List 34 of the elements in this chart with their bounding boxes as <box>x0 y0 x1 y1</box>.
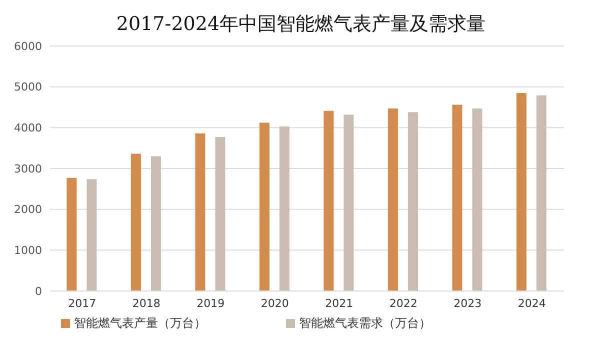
y-tick-label: 3000 <box>14 162 42 176</box>
y-tick-label: 6000 <box>14 40 42 53</box>
bar <box>344 114 354 291</box>
y-tick-label: 1000 <box>14 244 42 258</box>
bar <box>150 156 161 291</box>
x-tick-label: 2023 <box>454 296 482 310</box>
chart-title: 2017-2024年中国智能燃气表产量及需求量 <box>115 12 487 37</box>
y-tick-label: 0 <box>35 284 42 298</box>
bar <box>324 110 334 291</box>
y-tick-label: 4000 <box>14 122 42 135</box>
bar <box>408 112 418 291</box>
y-tick-label: 2000 <box>14 203 42 216</box>
bar <box>66 178 77 291</box>
x-tick-label: 2020 <box>260 296 289 310</box>
bar <box>472 108 482 291</box>
bar <box>215 137 226 291</box>
y-tick-label: 5000 <box>14 80 42 94</box>
x-tick-label: 2018 <box>132 296 160 310</box>
x-tick-label: 2022 <box>389 296 418 310</box>
bar <box>536 95 546 291</box>
legend-label: 智能燃气表需求（万台） <box>299 316 431 330</box>
x-tick-label: 2019 <box>196 296 225 310</box>
bar <box>86 179 97 291</box>
bar <box>195 133 206 291</box>
bar <box>130 154 141 291</box>
x-tick-label: 2021 <box>325 296 354 310</box>
x-tick-label: 2017 <box>68 296 96 310</box>
bar <box>259 122 270 291</box>
bar <box>452 104 462 291</box>
bar <box>388 108 398 291</box>
x-tick-label: 2024 <box>518 296 546 310</box>
bar <box>516 92 526 291</box>
legend-label: 智能燃气表产量（万台） <box>74 316 206 330</box>
bar <box>279 126 290 291</box>
